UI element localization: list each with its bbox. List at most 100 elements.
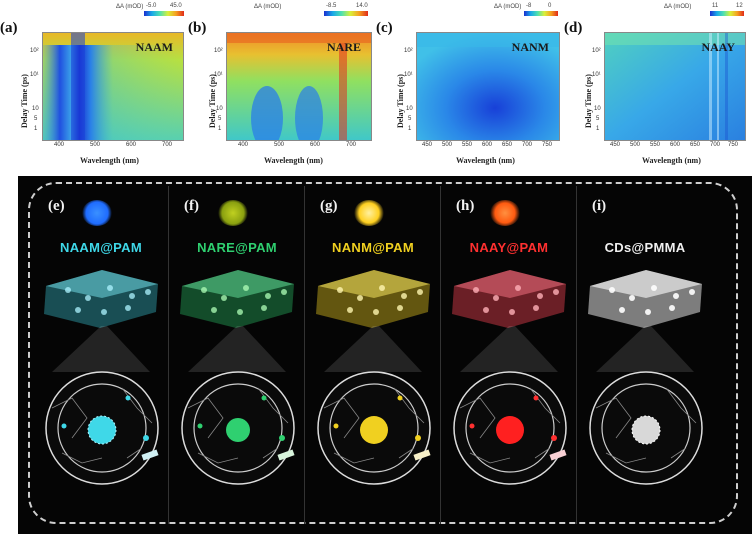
colorbar-min: -8.5 [326,3,337,9]
y-axis-label: Delay Time (ps) [396,74,405,128]
x-tick: 600 [126,142,137,148]
emission-glow [82,200,112,226]
materials-illustration: (e) NAAM@PAM (f) NARE@PAM [18,176,752,534]
panel-label: (c) [376,20,393,36]
panel-a: (a) ΔA (mOD) -5.0 45.0 Delay Time (ps) [0,0,188,172]
polymer-block [452,270,566,328]
x-tick: 450 [422,142,433,148]
colorbar-max: 12 [736,3,743,9]
y-tick: 1 [596,126,600,132]
x-tick: 700 [346,142,357,148]
zoom-wedge [596,326,694,372]
panel-label: (e) [48,198,65,214]
x-tick: 750 [728,142,739,148]
polymer-network-circle [589,371,703,485]
y-tick: 10¹ [404,72,413,78]
colorbar-title: ΔA (mOD) [664,4,692,10]
polymer-network-circle [181,371,295,485]
polymer-block [316,270,430,328]
colorbar-max: 0 [548,3,552,9]
material-name: CDs@PMMA [604,240,686,255]
x-tick: 700 [710,142,721,148]
divider [168,186,169,524]
panel-f: (f) NARE@PAM [168,176,304,534]
y-tick: 10¹ [592,72,601,78]
colorbar-min: -5.0 [146,3,157,9]
x-axis-label: Wavelength (nm) [80,156,139,165]
y-tick: 10² [404,48,413,54]
polymer-network-circle [453,371,567,485]
x-tick: 500 [90,142,101,148]
y-axis-label: Delay Time (ps) [20,74,29,128]
y-tick: 1 [218,126,222,132]
x-tick: 400 [54,142,65,148]
sample-name: NANM [511,40,549,54]
divider [576,186,577,524]
y-tick: 5 [218,116,222,122]
material-name: NARE@PAM [197,240,277,255]
x-tick: 500 [630,142,641,148]
zoom-wedge [324,326,422,372]
colorbar-title: ΔA (mOD) [494,4,522,10]
x-tick: 550 [650,142,661,148]
panel-e: (e) NAAM@PAM [32,176,168,534]
polymer-network-circle [317,371,431,485]
y-tick: 10 [32,106,39,112]
sample-name: NARE [326,40,361,54]
x-tick: 600 [482,142,493,148]
panel-g: (g) NANM@PAM [304,176,440,534]
panel-label: (g) [320,198,338,214]
y-tick: 5 [408,116,412,122]
x-tick: 600 [310,142,321,148]
heatmap-plot: NANM [416,32,560,141]
x-tick: 650 [502,142,513,148]
dashed-frame [28,182,738,524]
y-tick: 10² [30,48,39,54]
panel-h: (h) NAAY@PAM [440,176,576,534]
colorbar [324,11,368,16]
zoom-wedge [52,326,150,372]
zoom-wedge [460,326,558,372]
material-name: NAAM@PAM [60,240,142,255]
emission-glow [218,200,248,226]
colorbar-min: -8 [526,3,532,9]
panel-label: (i) [592,198,607,214]
x-tick: 500 [442,142,453,148]
x-axis-label: Wavelength (nm) [264,156,323,165]
polymer-block [588,270,702,328]
panel-label: (a) [0,20,18,36]
transient-absorption-figure: (a) ΔA (mOD) -5.0 45.0 Delay Time (ps) [0,0,752,172]
y-tick: 5 [34,116,38,122]
colorbar-title: ΔA (mOD) [116,4,144,10]
emission-glow [354,200,384,226]
colorbar [524,11,558,16]
divider [304,186,305,524]
y-tick: 10¹ [30,72,39,78]
colorbar [144,11,184,16]
x-tick: 750 [542,142,553,148]
y-tick: 10 [594,106,601,112]
panel-label: (h) [456,198,475,214]
y-axis-label: Delay Time (ps) [208,74,217,128]
y-tick: 10¹ [214,72,223,78]
x-axis-label: Wavelength (nm) [642,156,701,165]
panel-label: (d) [564,20,583,36]
sample-name: NAAM [135,40,173,54]
colorbar-max: 14.0 [356,3,368,9]
heatmap-plot: NARE [226,32,372,141]
x-tick: 500 [274,142,285,148]
y-tick: 10² [592,48,601,54]
sample-name: NAAY [701,40,735,54]
y-tick: 10 [406,106,413,112]
panel-i: (i) CDs@PMMA [576,176,712,534]
y-tick: 5 [596,116,600,122]
colorbar [710,11,744,16]
divider [440,186,441,524]
polymer-block [44,270,158,328]
y-tick: 10 [216,106,223,112]
zoom-wedge [188,326,286,372]
y-tick: 1 [34,126,38,132]
panel-d: (d) ΔA (mOD) 11 12 Delay Time (ps) NAAY … [564,0,752,172]
panel-label: (b) [188,20,207,36]
x-tick: 600 [670,142,681,148]
